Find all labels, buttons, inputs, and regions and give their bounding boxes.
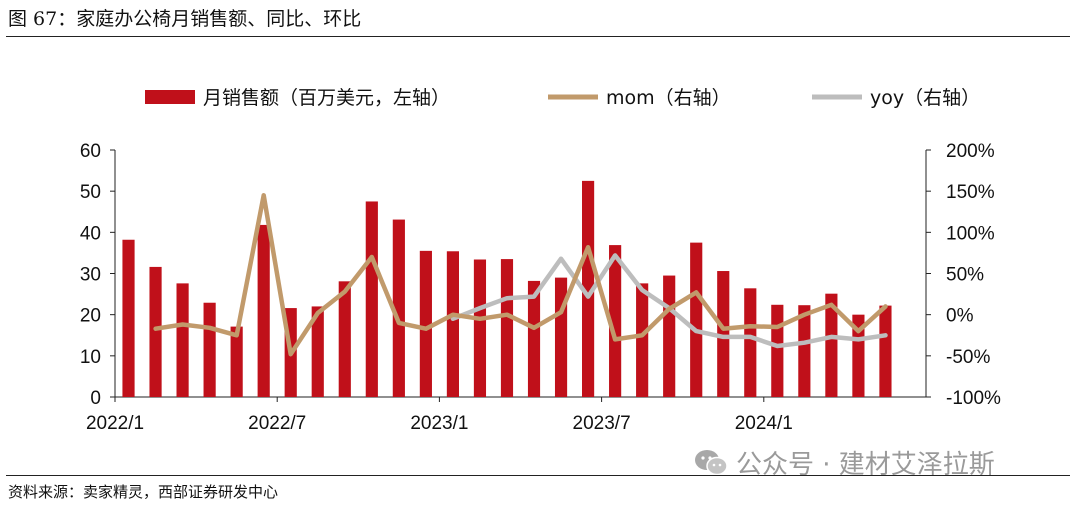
bar — [690, 242, 703, 397]
bar — [744, 288, 757, 397]
legend-label-sales: 月销售额（百万美元，左轴） — [203, 87, 450, 109]
legend-label-yoy: yoy（右轴） — [870, 87, 980, 109]
bar — [203, 302, 216, 397]
bar — [879, 305, 892, 397]
x-tick-label: 2022/7 — [248, 413, 306, 434]
right-tick-label: 0% — [946, 306, 974, 327]
bar — [257, 224, 270, 397]
x-tick-label: 2023/7 — [573, 413, 631, 434]
bar — [230, 326, 243, 397]
bar — [122, 239, 135, 397]
chart: 0 10 20 30 40 50 60 -100% -50% 0% 50% 100% 150% 200% 2… — [80, 87, 1001, 434]
legend-label-mom: mom（右轴） — [606, 87, 731, 109]
right-tick-label: -100% — [946, 388, 1001, 409]
bar — [419, 250, 432, 397]
bar — [365, 201, 378, 397]
bar — [446, 251, 459, 397]
bar — [311, 306, 324, 397]
x-tick-label: 2024/1 — [735, 413, 793, 434]
bar — [636, 283, 649, 397]
right-tick-label: 200% — [946, 141, 995, 162]
top-rule — [6, 36, 1070, 37]
left-tick-label: 50 — [80, 182, 101, 203]
left-tick-label: 10 — [80, 347, 101, 368]
left-tick-label: 30 — [80, 265, 101, 286]
bar — [771, 304, 784, 397]
mom-line — [153, 193, 888, 357]
bar — [852, 314, 865, 397]
x-tick-label: 2022/1 — [86, 413, 144, 434]
bottom-rule — [6, 475, 1070, 476]
bar — [149, 266, 162, 397]
bar — [176, 283, 189, 397]
bar — [473, 259, 487, 397]
left-tick-label: 0 — [90, 388, 101, 409]
left-tick-label: 20 — [80, 306, 101, 327]
right-tick-label: 150% — [946, 182, 995, 203]
right-tick-label: 100% — [946, 223, 995, 244]
bar — [554, 277, 568, 397]
bar — [798, 305, 811, 397]
bar — [825, 293, 838, 397]
bar — [527, 280, 541, 397]
bar — [717, 271, 730, 397]
legend-swatch-bar — [145, 90, 195, 104]
bar — [338, 281, 351, 397]
right-tick-label: 50% — [946, 265, 984, 286]
wechat-icon — [694, 448, 728, 478]
bar — [609, 245, 622, 397]
source-note: 资料来源：卖家精灵，西部证券研发中心 — [8, 483, 279, 501]
left-tick-label: 60 — [80, 141, 101, 162]
bar — [582, 180, 595, 397]
left-tick-label: 40 — [80, 223, 101, 244]
bar — [392, 219, 405, 397]
x-tick-label: 2023/1 — [410, 413, 468, 434]
bar — [663, 275, 676, 397]
figure-title: 图 67：家庭办公椅月销售额、同比、环比 — [8, 8, 362, 30]
right-tick-label: -50% — [946, 347, 990, 368]
bar — [500, 259, 514, 397]
